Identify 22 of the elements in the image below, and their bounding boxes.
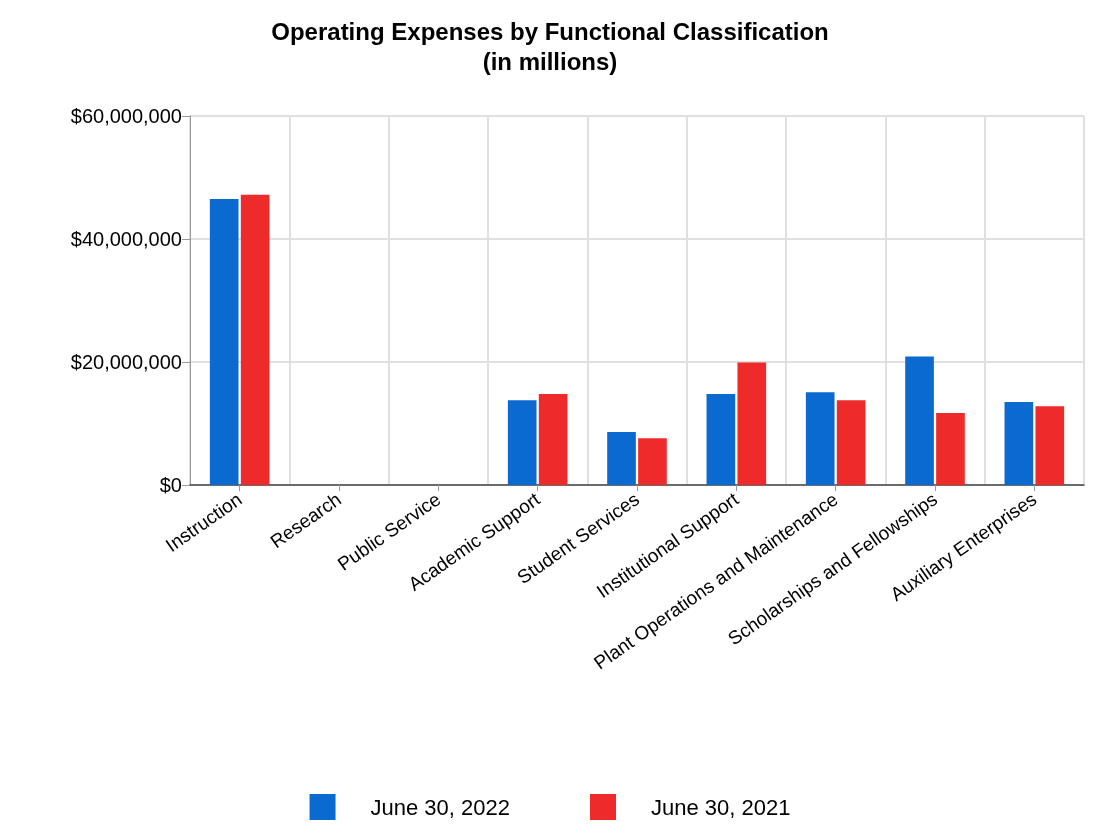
bar: [836, 400, 866, 485]
y-tick-label: $40,000,000: [70, 228, 182, 250]
legend-label: June 30, 2021: [651, 794, 791, 820]
bar: [706, 393, 736, 485]
bar: [936, 413, 965, 485]
chart-title: Operating Expenses by Functional Classification: [271, 17, 829, 45]
y-tick-label: $60,000,000: [70, 105, 182, 127]
bar: [805, 392, 835, 485]
bar: [1035, 406, 1065, 485]
bar: [737, 362, 767, 485]
bar: [209, 199, 239, 485]
legend-label: June 30, 2022: [370, 794, 511, 820]
bar: [240, 194, 270, 485]
bar: [638, 438, 667, 485]
y-tick-label: $20,000,000: [70, 351, 182, 373]
bar: [905, 356, 934, 485]
y-tick-label: $0: [159, 474, 182, 496]
bar: [607, 432, 636, 485]
bar: [1004, 401, 1034, 485]
bar: [538, 393, 568, 485]
chart-subtitle: (in millions): [482, 47, 618, 75]
bar: [507, 400, 537, 485]
